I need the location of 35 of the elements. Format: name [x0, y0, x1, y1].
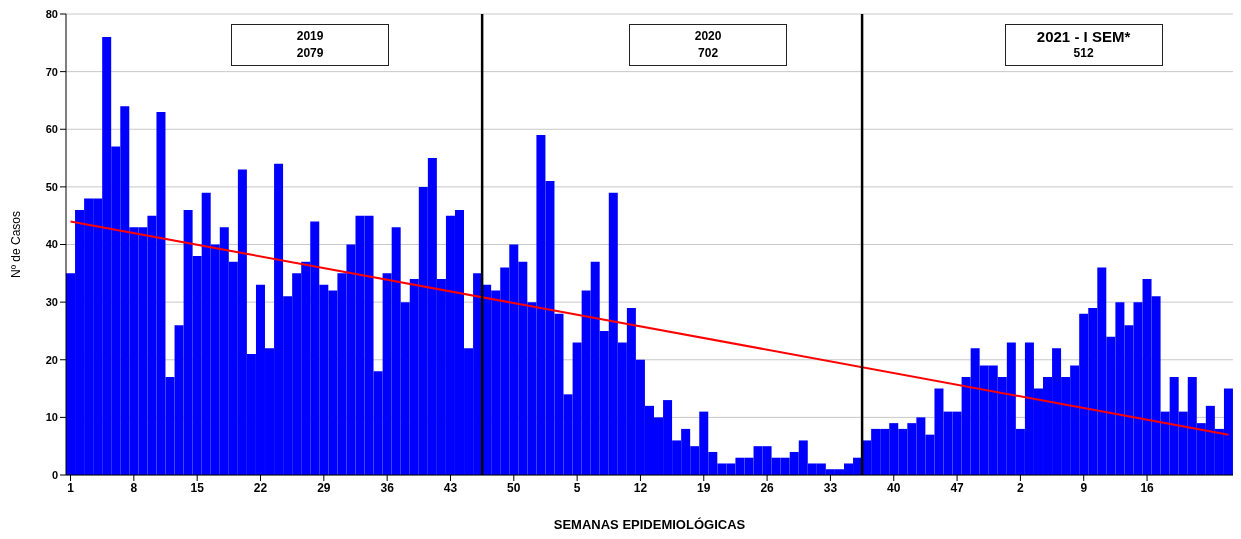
y-tick-label: 0 — [51, 468, 58, 481]
x-tick-label: 43 — [443, 480, 458, 495]
text-box: 2020 702 — [629, 24, 788, 66]
x-tick-label: 19 — [697, 480, 711, 495]
text-box: 2019 2079 — [231, 24, 390, 66]
y-tick-label: 10 — [45, 411, 58, 424]
x-axis-title: SEMANAS EPIDEMIOLÓGICAS — [553, 517, 746, 532]
y-tick-label: 80 — [45, 7, 58, 20]
x-tick-label: 5 — [573, 480, 581, 495]
x-tick-label: 2 — [1017, 480, 1025, 495]
x-tick-label: 16 — [1140, 480, 1155, 495]
text-box: 2021 - I SEM* 512 — [1004, 24, 1163, 66]
x-tick-label: 8 — [130, 480, 138, 495]
x-tick-label: 36 — [380, 480, 395, 495]
annotation: 2020 702 — [693, 28, 723, 62]
x-tick-label: 22 — [253, 480, 268, 495]
x-tick-label: 40 — [887, 480, 901, 495]
y-tick-label: 70 — [45, 65, 58, 78]
x-tick-label: 50 — [507, 480, 521, 495]
x-tick-label: 1 — [67, 480, 75, 495]
x-tick-label: 29 — [317, 480, 331, 495]
x-tick-label: 33 — [823, 480, 838, 495]
x-tick-label: 9 — [1080, 480, 1088, 495]
x-tick-label: 15 — [190, 480, 205, 495]
y-tick-label: 40 — [45, 238, 58, 251]
x-tick-label: 12 — [633, 480, 648, 495]
y-tick-label: 30 — [45, 296, 58, 309]
y-axis-title: Nº de Casos — [9, 210, 24, 279]
annotation: 2019 2079 — [295, 28, 325, 62]
x-tick-label: 47 — [950, 480, 965, 495]
x-tick-label: 26 — [760, 480, 775, 495]
y-tick-label: 20 — [45, 353, 58, 366]
y-tick-label: 50 — [45, 180, 58, 193]
y-tick-label: 60 — [45, 123, 58, 136]
annotation: 2021 - I SEM* 512 — [1035, 28, 1132, 62]
